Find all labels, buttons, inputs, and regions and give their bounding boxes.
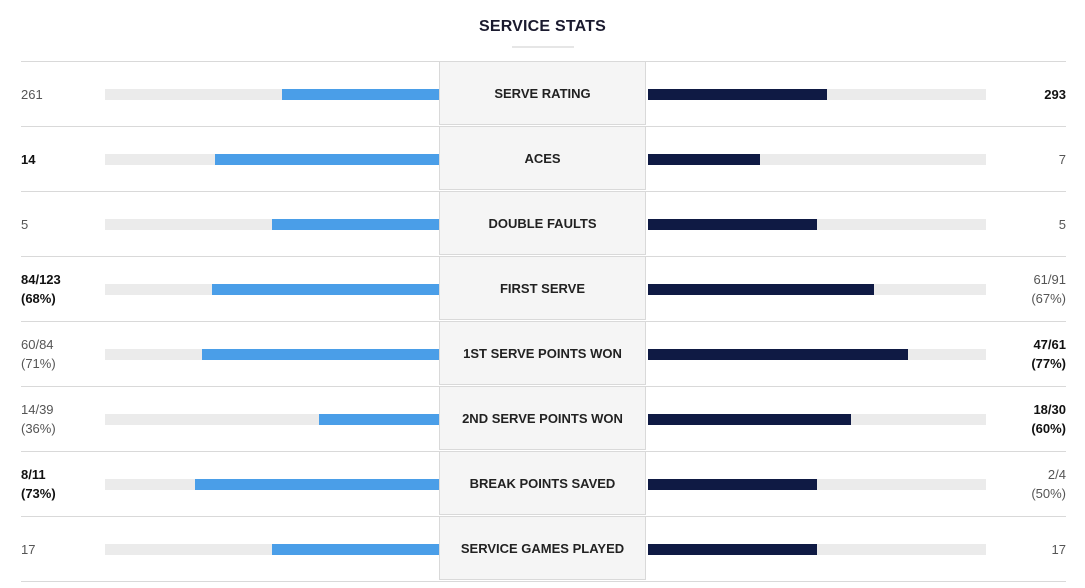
right-bar-fill (648, 479, 817, 490)
right-player-value: 18/30 (60%) (986, 387, 1066, 451)
right-value-primary: 18/30 (1033, 402, 1066, 417)
stat-label-text: 2ND SERVE POINTS WON (462, 410, 623, 426)
left-player-value: 60/84 (71%) (21, 322, 101, 386)
stat-label: DOUBLE FAULTS (439, 191, 646, 255)
right-player-value: 5 (986, 192, 1066, 256)
right-bar-track (648, 479, 986, 490)
right-bar-fill (648, 414, 851, 425)
left-value-primary: 8/11 (21, 467, 46, 482)
left-bar-fill (215, 154, 439, 165)
right-value-primary: 47/61 (1033, 337, 1066, 352)
right-value-primary: 61/91 (1033, 272, 1066, 287)
stat-label: SERVE RATING (439, 61, 646, 125)
left-bar-track (105, 479, 439, 490)
left-bar-track (105, 219, 439, 230)
left-player-value: 14 (21, 127, 101, 191)
stats-table: 261 SERVE RATING 293 14 ACES 7 5 DOUBLE FAULTS 5… (21, 61, 1066, 582)
left-bar-track (105, 284, 439, 295)
right-player-value: 2/4 (50%) (986, 452, 1066, 516)
section-title: SERVICE STATS (478, 18, 607, 35)
left-player-value: 261 (21, 62, 101, 126)
right-bar-fill (648, 544, 817, 555)
left-value-primary: 14/39 (21, 402, 54, 417)
left-value-primary: 5 (21, 216, 29, 232)
stat-label: BREAK POINTS SAVED (439, 451, 646, 515)
stat-label-text: 1ST SERVE POINTS WON (463, 345, 622, 361)
right-bar-track (648, 349, 986, 360)
left-bar-fill (211, 284, 439, 295)
left-bar-track (105, 414, 439, 425)
right-bar-track (648, 89, 986, 100)
stat-label: SERVICE GAMES PLAYED (439, 516, 646, 580)
right-value-primary: 17 (1051, 541, 1066, 557)
left-value-primary: 14 (21, 151, 36, 167)
left-value-percentage: (73%) (21, 486, 56, 501)
right-bar-fill (648, 349, 909, 360)
right-value-primary: 5 (1058, 216, 1066, 232)
left-value-primary: 84/123 (21, 272, 61, 287)
right-bar-fill (648, 219, 817, 230)
left-value-percentage: (71%) (21, 356, 56, 371)
stat-row: 84/123 (68%) FIRST SERVE 61/91 (67%) (21, 256, 1066, 322)
left-player-value: 8/11 (73%) (21, 452, 101, 516)
right-bar-track (648, 284, 986, 295)
right-player-value: 293 (986, 62, 1066, 126)
stat-label: FIRST SERVE (439, 256, 646, 320)
right-bar-track (648, 219, 986, 230)
stat-row: 8/11 (73%) BREAK POINTS SAVED 2/4 (50%) (21, 451, 1066, 517)
left-bar-fill (201, 349, 439, 360)
stat-row: 261 SERVE RATING 293 (21, 61, 1066, 127)
right-value-percentage: (60%) (1031, 421, 1066, 436)
stat-label: 2ND SERVE POINTS WON (439, 386, 646, 450)
stat-row: 5 DOUBLE FAULTS 5 (21, 191, 1066, 257)
left-value-primary: 17 (21, 541, 36, 557)
left-bar-fill (272, 544, 439, 555)
right-value-percentage: (77%) (1031, 356, 1066, 371)
left-bar-track (105, 154, 439, 165)
left-bar-track (105, 544, 439, 555)
stat-label-text: BREAK POINTS SAVED (469, 475, 616, 491)
left-value-percentage: (68%) (21, 291, 56, 306)
title-underline (512, 46, 574, 48)
stat-label-text: ACES (524, 150, 561, 166)
left-value-percentage: (36%) (21, 421, 56, 436)
right-bar-fill (648, 154, 760, 165)
left-player-value: 17 (21, 517, 101, 581)
stat-row: 17 SERVICE GAMES PLAYED 17 (21, 516, 1066, 582)
left-bar-fill (272, 219, 439, 230)
left-player-value: 14/39 (36%) (21, 387, 101, 451)
right-bar-fill (648, 89, 828, 100)
left-bar-track (105, 349, 439, 360)
right-bar-track (648, 544, 986, 555)
right-value-percentage: (50%) (1031, 486, 1066, 501)
right-value-percentage: (67%) (1031, 291, 1066, 306)
right-player-value: 47/61 (77%) (986, 322, 1066, 386)
stat-label: ACES (439, 126, 646, 190)
stat-label-text: DOUBLE FAULTS (488, 215, 597, 231)
right-value-primary: 7 (1058, 151, 1066, 167)
right-value-primary: 2/4 (1047, 467, 1066, 482)
left-bar-fill (195, 479, 439, 490)
stat-label-text: SERVE RATING (494, 85, 591, 101)
left-player-value: 5 (21, 192, 101, 256)
left-value-primary: 261 (21, 86, 43, 102)
left-bar-fill (318, 414, 439, 425)
right-bar-fill (648, 284, 875, 295)
right-value-primary: 293 (1044, 86, 1066, 102)
stat-row: 14 ACES 7 (21, 126, 1066, 192)
right-player-value: 17 (986, 517, 1066, 581)
right-bar-track (648, 154, 986, 165)
stat-row: 60/84 (71%) 1ST SERVE POINTS WON 47/61 (77%) (21, 321, 1066, 387)
stat-label-text: SERVICE GAMES PLAYED (460, 540, 625, 556)
left-bar-fill (282, 89, 439, 100)
right-bar-track (648, 414, 986, 425)
stat-row: 14/39 (36%) 2ND SERVE POINTS WON 18/30 (60%) (21, 386, 1066, 452)
right-player-value: 61/91 (67%) (986, 257, 1066, 321)
left-value-primary: 60/84 (21, 337, 54, 352)
right-player-value: 7 (986, 127, 1066, 191)
left-bar-track (105, 89, 439, 100)
stat-label: 1ST SERVE POINTS WON (439, 321, 646, 385)
left-player-value: 84/123 (68%) (21, 257, 101, 321)
stat-label-text: FIRST SERVE (499, 280, 585, 296)
